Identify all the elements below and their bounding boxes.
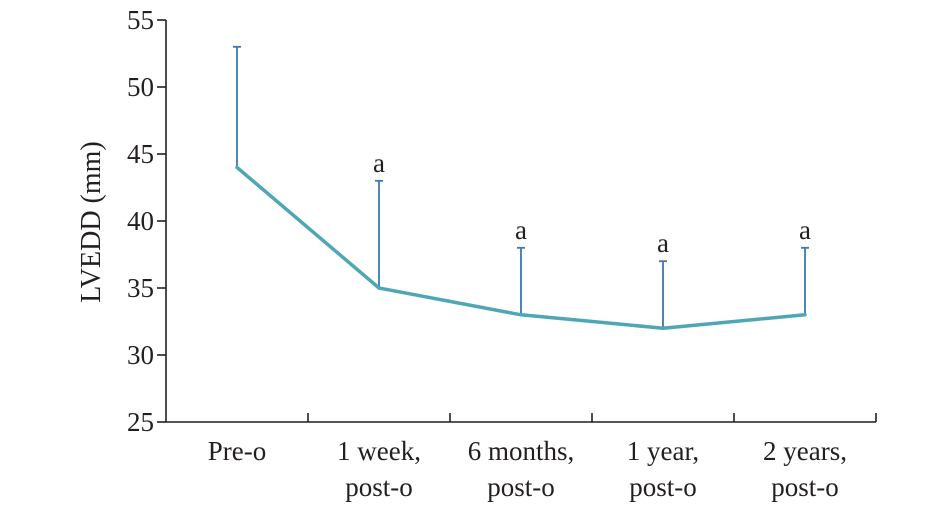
y-tick-label: 25 [127,407,154,437]
x-tick-label-line: 6 months, [468,436,575,466]
x-tick-label: 1 week, post-o [337,436,421,502]
y-tick-label: 45 [127,139,154,169]
x-tick-label-line: post-o [345,472,413,502]
x-axis-ticks: Pre-o 1 week, post-o6 months, post-o1 year,… [208,413,877,502]
x-tick-label: 1 year, post-o [627,436,699,502]
series-line [235,165,807,330]
significance-annotations: a a a a [373,148,811,258]
significance-label: a [515,215,527,245]
y-axis-ticks: 25 30 35 40 45 50 55 [127,5,166,437]
x-tick-label: 6 months, post-o [468,436,575,502]
y-tick-label: 55 [127,5,154,35]
x-tick-label-line: post-o [487,472,555,502]
x-tick-label-line: 2 years, [763,436,847,466]
significance-label: a [799,215,811,245]
y-tick-label: 40 [127,206,154,236]
data-point [803,313,807,317]
data-point [519,313,523,317]
x-tick-label: Pre-o [208,436,266,466]
data-point [377,286,381,290]
y-tick-label: 50 [127,72,154,102]
x-tick-label-line: 1 week, [337,436,421,466]
significance-label: a [373,148,385,178]
x-tick-label-line: post-o [629,472,697,502]
x-tick-label: 2 years, post-o [763,436,847,502]
x-tick-label-line: post-o [771,472,839,502]
y-tick-label: 30 [127,340,154,370]
data-point [235,165,239,169]
significance-label: a [657,228,669,258]
x-tick-label-line: Pre-o [208,436,266,466]
y-axis-title: LVEDD (mm) [76,141,107,303]
y-tick-label: 35 [127,273,154,303]
data-point [661,326,665,330]
error-bars [233,45,809,329]
x-tick-label-line: 1 year, [627,436,699,466]
